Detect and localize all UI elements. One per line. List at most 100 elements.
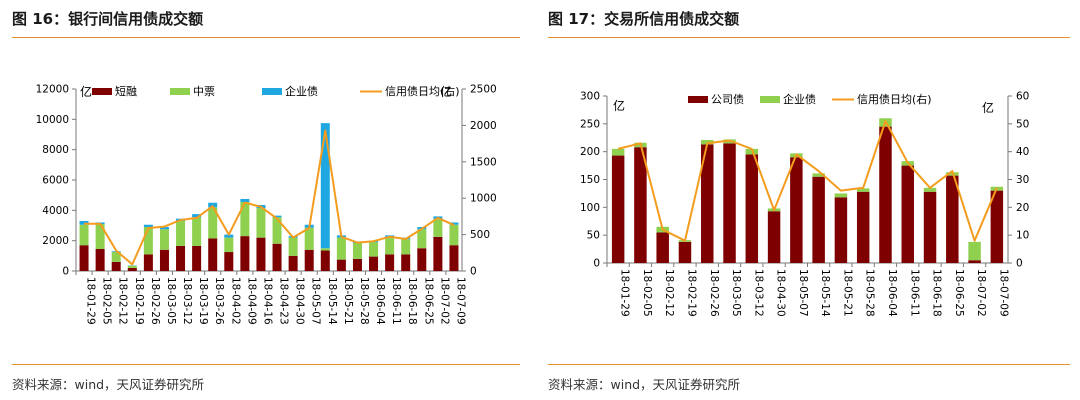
x-tick-label: 18-04-09: [245, 277, 257, 325]
y-tick-label-left: 250: [580, 118, 600, 130]
title-divider: [12, 37, 520, 38]
bar-中票: [401, 239, 411, 255]
y-tick-label-left: 8000: [42, 144, 69, 156]
chart-title: 图 16：银行间信用债成交额: [12, 10, 204, 28]
x-tick-label: 18-07-09: [997, 269, 1009, 317]
bar-短融: [240, 236, 250, 271]
bar-公司债: [968, 260, 981, 263]
x-tick-label: 18-04-02: [229, 277, 241, 325]
x-tick-label: 18-06-04: [374, 277, 386, 325]
y-tick-label-right: 50: [1016, 118, 1029, 130]
bar-中票: [417, 229, 427, 249]
bar-短融: [256, 237, 266, 271]
legend-swatch: [92, 88, 112, 95]
y-tick-label-right: 1000: [470, 193, 497, 205]
bar-企业债: [143, 224, 153, 228]
bar-企业债: [224, 234, 234, 238]
x-tick-label: 18-02-05: [101, 277, 113, 325]
x-tick-label: 18-07-09: [454, 277, 466, 325]
bar-短融: [79, 245, 89, 271]
legend-label: 短融: [115, 84, 137, 98]
x-tick-label: 18-02-26: [708, 269, 720, 317]
bar-企业债: [240, 198, 250, 202]
source-note: 资料来源：wind，天风证券研究所: [12, 377, 205, 392]
bar-公司债: [923, 191, 937, 263]
bar-企业债: [968, 241, 981, 261]
x-tick-label: 18-05-07: [797, 269, 809, 317]
y-tick-label-left: 2000: [42, 235, 69, 247]
source-divider: [548, 364, 1070, 365]
y-tick-label-right: 1500: [470, 156, 497, 168]
line-series-信用债日均(右): [84, 129, 455, 266]
bar-短融: [176, 245, 186, 271]
bar-短融: [385, 254, 395, 271]
legend-swatch: [170, 88, 190, 95]
bar-短融: [304, 249, 314, 271]
bar-短融: [449, 245, 459, 271]
bar-中票: [79, 224, 89, 246]
y-tick-label-left: 300: [580, 91, 600, 103]
bar-中票: [176, 220, 186, 246]
bar-中票: [449, 224, 459, 246]
bar-短融: [272, 243, 282, 271]
x-tick-label: 18-05-14: [819, 269, 831, 317]
bar-中票: [224, 237, 234, 253]
x-tick-label: 18-07-02: [975, 269, 987, 317]
bar-中票: [288, 237, 298, 256]
bar-中票: [320, 248, 330, 251]
bar-公司债: [611, 155, 625, 263]
bar-中票: [240, 201, 250, 237]
bar-中票: [256, 208, 266, 238]
bar-短融: [208, 238, 218, 271]
x-tick-label: 18-04-16: [261, 277, 273, 325]
bar-短融: [320, 250, 330, 271]
bar-中票: [95, 223, 105, 250]
bar-中票: [111, 252, 121, 262]
x-tick-label: 18-05-21: [342, 277, 354, 325]
y-tick-label-right: 0: [1016, 258, 1023, 270]
legend-label: 企业债: [783, 92, 816, 106]
y-tick-label-right: 2000: [470, 120, 497, 132]
bar-公司债: [990, 190, 1004, 263]
bar-短融: [288, 255, 298, 271]
bar-公司债: [745, 154, 759, 263]
bar-企业债: [856, 188, 870, 192]
bar-短融: [401, 254, 411, 271]
legend-label: 信用债日均(右): [385, 84, 460, 98]
bar-中票: [385, 236, 395, 255]
bar-中票: [272, 217, 282, 244]
x-tick-label: 18-02-26: [149, 277, 161, 325]
bar-中票: [127, 265, 137, 268]
bar-公司债: [723, 143, 736, 263]
bar-中票: [369, 242, 379, 257]
bar-公司债: [701, 144, 714, 263]
y-tick-label-left: 150: [580, 174, 600, 186]
bar-企业债: [449, 222, 459, 225]
y-tick-label-right: 0: [470, 266, 477, 278]
legend-label: 公司债: [711, 92, 744, 106]
y-tick-label-left: 50: [587, 230, 600, 242]
legend-label: 中票: [193, 85, 215, 98]
x-tick-label: 18-05-28: [864, 269, 876, 317]
y-axis-unit-label-left: 亿: [80, 84, 92, 99]
bar-公司债: [901, 165, 914, 263]
y-tick-label-right: 40: [1016, 146, 1029, 158]
bar-公司债: [879, 126, 892, 263]
bar-中票: [143, 227, 153, 255]
source-divider: [12, 364, 520, 365]
y-tick-label-right: 500: [470, 229, 490, 241]
x-tick-label: 18-05-07: [310, 277, 322, 325]
x-tick-label: 18-01-29: [619, 269, 631, 317]
bar-企业债: [272, 215, 282, 218]
chart-exchange-credit-volume: 0 50 100 150 200 250 300 0 10 20 30 40 50 60 亿 亿 18-01-2…: [580, 91, 1029, 317]
legend-label: 信用债日均(右): [857, 92, 932, 106]
bar-公司债: [656, 232, 669, 263]
bar-公司债: [678, 241, 692, 263]
y-axis-unit-label-right: 亿: [982, 100, 994, 115]
bar-短融: [417, 248, 427, 271]
y-axis-unit-label-left: 亿: [613, 98, 625, 113]
bar-公司债: [946, 175, 959, 263]
bar-公司债: [856, 191, 870, 263]
bar-公司债: [767, 211, 781, 263]
bar-中票: [352, 242, 362, 259]
